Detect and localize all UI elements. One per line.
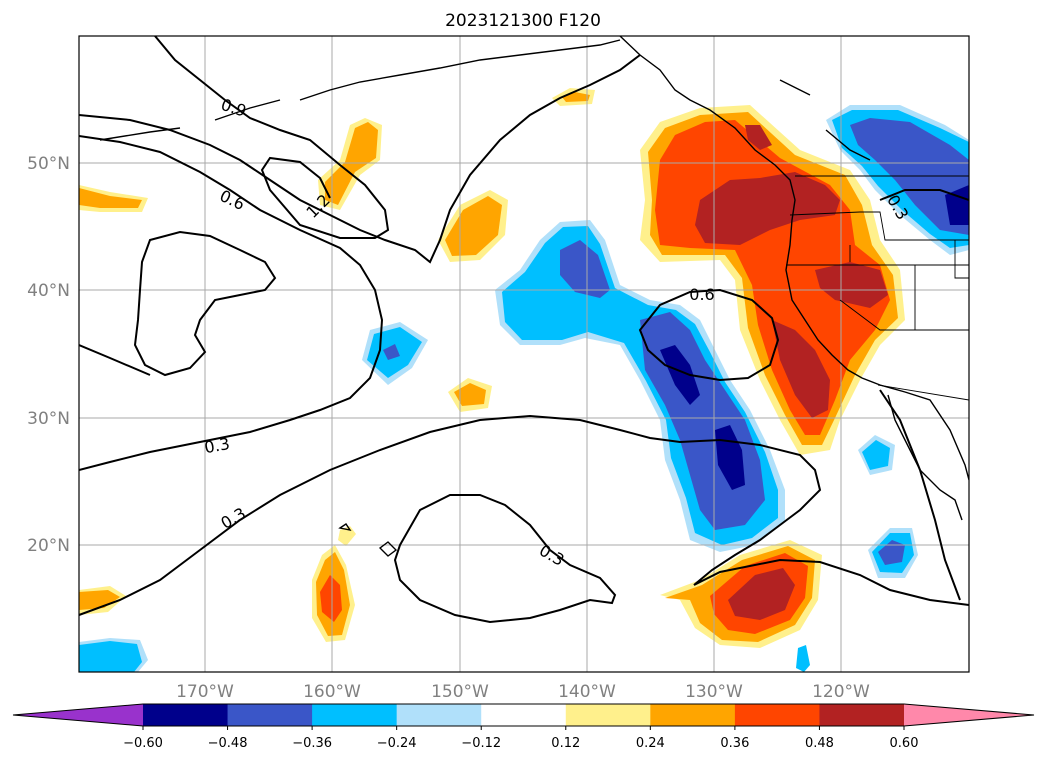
- lat-label: 20°N: [27, 536, 70, 556]
- colorbar-tick-label: 0.48: [805, 736, 834, 751]
- colorbar-tick-label: −0.48: [208, 736, 248, 751]
- colorbar-segment: [481, 704, 567, 726]
- colorbar-tick-label: −0.24: [377, 736, 417, 751]
- colorbar-tick-label: 0.12: [551, 736, 580, 751]
- map-frame: [78, 35, 970, 673]
- graticule: [79, 36, 969, 672]
- borders: [786, 175, 969, 401]
- chart-title: 2023121300 F120: [445, 11, 601, 31]
- colorbar-segment: [650, 704, 736, 726]
- lon-label: 120°W: [812, 682, 870, 702]
- lat-label: 50°N: [27, 154, 70, 174]
- colorbar-arrow-low: [13, 704, 143, 726]
- colorbar-tick-label: 0.24: [636, 736, 665, 751]
- colorbar-segment: [312, 704, 398, 726]
- longitude-labels: 170°W 160°W 150°W 140°W 130°W 120°W: [176, 682, 870, 702]
- lat-label: 40°N: [27, 281, 70, 301]
- colorbar-tick-label: −0.60: [123, 736, 163, 751]
- colorbar-tick-label: 0.36: [720, 736, 749, 751]
- coastlines: [99, 36, 969, 557]
- colorbar-segment: [396, 704, 482, 726]
- colorbar-tick-label: −0.36: [292, 736, 332, 751]
- anomaly-shading: [79, 88, 969, 672]
- contour-label: 0.6: [689, 285, 714, 304]
- colorbar-tick-label: 0.60: [890, 736, 919, 751]
- lon-label: 160°W: [303, 682, 361, 702]
- lon-label: 150°W: [431, 682, 489, 702]
- lon-label: 140°W: [558, 682, 616, 702]
- latitude-labels: 50°N 40°N 30°N 20°N: [27, 154, 70, 556]
- contour-label: 0.3: [203, 434, 231, 457]
- colorbar-segment: [143, 704, 229, 726]
- contours: [79, 36, 969, 624]
- lon-label: 130°W: [685, 682, 743, 702]
- colorbar-segment: [734, 704, 820, 726]
- lat-label: 30°N: [27, 409, 70, 429]
- colorbar: −0.60 −0.48 −0.36 −0.24 −0.12 0.12 0.24 0.36 0.4…: [12, 703, 1035, 751]
- colorbar-segment: [227, 704, 313, 726]
- colorbar-segment: [565, 704, 651, 726]
- colorbar-segment: [819, 704, 905, 726]
- colorbar-tick-label: −0.12: [461, 736, 501, 751]
- lon-label: 170°W: [176, 682, 234, 702]
- colorbar-arrow-high: [904, 704, 1034, 726]
